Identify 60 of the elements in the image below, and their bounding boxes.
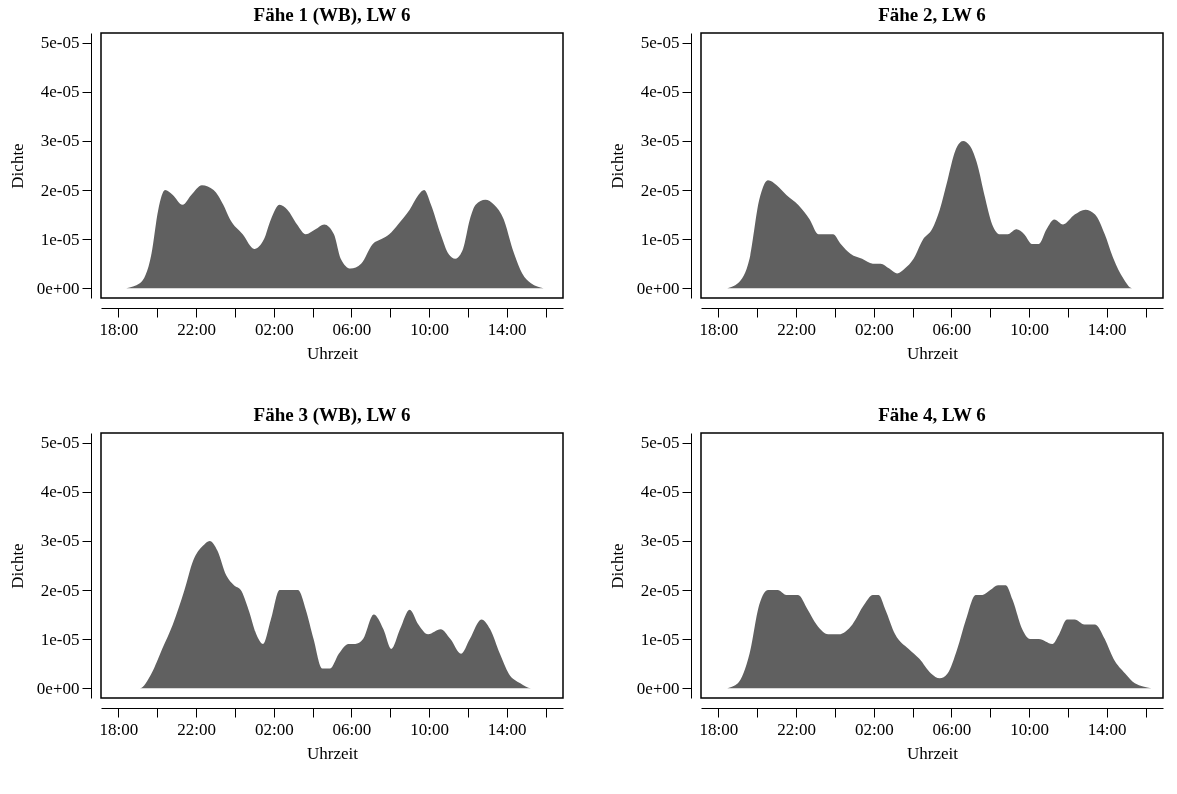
y-tick-label: 3e-05 bbox=[40, 531, 80, 551]
chart-title: Fähe 2, LW 6 bbox=[878, 4, 986, 25]
y-tick-label: 4e-05 bbox=[640, 482, 680, 502]
x-tick-label: 10:00 bbox=[410, 319, 449, 339]
y-tick-label: 1e-05 bbox=[640, 629, 680, 649]
y-tick-label: 3e-05 bbox=[640, 531, 680, 551]
x-tick-label: 06:00 bbox=[332, 719, 372, 739]
x-tick-label: 02:00 bbox=[254, 719, 294, 739]
y-tick-label: 0e+00 bbox=[36, 278, 80, 298]
x-tick-label: 14:00 bbox=[1087, 319, 1127, 339]
y-tick-label: 2e-05 bbox=[640, 180, 680, 200]
x-tick-label: 14:00 bbox=[487, 719, 527, 739]
y-tick-label: 0e+00 bbox=[636, 678, 680, 698]
x-axis-title: Uhrzeit bbox=[907, 743, 959, 763]
x-tick-label: 02:00 bbox=[854, 719, 894, 739]
y-tick-label: 1e-05 bbox=[40, 629, 80, 649]
y-tick-label: 0e+00 bbox=[636, 278, 680, 298]
x-tick-label: 10:00 bbox=[1010, 719, 1049, 739]
y-tick-label: 5e-05 bbox=[40, 433, 80, 453]
y-axis-title: Dichte bbox=[7, 143, 27, 189]
x-tick-label: 22:00 bbox=[177, 319, 216, 339]
y-axis-title: Dichte bbox=[7, 543, 27, 589]
x-axis-title: Uhrzeit bbox=[307, 343, 359, 363]
y-tick-label: 3e-05 bbox=[40, 131, 80, 151]
y-axis-title: Dichte bbox=[607, 143, 627, 189]
x-tick-label: 22:00 bbox=[777, 319, 816, 339]
x-tick-label: 14:00 bbox=[1087, 719, 1127, 739]
x-tick-label: 10:00 bbox=[1010, 319, 1049, 339]
x-tick-label: 14:00 bbox=[487, 319, 527, 339]
y-tick-label: 2e-05 bbox=[40, 180, 80, 200]
x-tick-label: 06:00 bbox=[332, 319, 372, 339]
x-axis-title: Uhrzeit bbox=[907, 343, 959, 363]
x-tick-label: 18:00 bbox=[99, 719, 139, 739]
y-tick-label: 2e-05 bbox=[640, 580, 680, 600]
y-tick-label: 4e-05 bbox=[40, 482, 80, 502]
y-tick-label: 1e-05 bbox=[640, 229, 680, 249]
x-tick-label: 18:00 bbox=[699, 719, 739, 739]
y-tick-label: 4e-05 bbox=[640, 82, 680, 102]
x-tick-label: 22:00 bbox=[777, 719, 816, 739]
chart-title: Fähe 3 (WB), LW 6 bbox=[253, 404, 411, 426]
x-tick-label: 02:00 bbox=[854, 319, 894, 339]
x-tick-label: 22:00 bbox=[177, 719, 216, 739]
x-tick-label: 10:00 bbox=[410, 719, 449, 739]
x-tick-label: 06:00 bbox=[932, 719, 972, 739]
x-tick-label: 06:00 bbox=[932, 319, 972, 339]
chart-title: Fähe 4, LW 6 bbox=[878, 404, 986, 425]
x-tick-label: 02:00 bbox=[254, 319, 294, 339]
y-tick-label: 2e-05 bbox=[40, 580, 80, 600]
y-tick-label: 3e-05 bbox=[640, 131, 680, 151]
x-tick-label: 18:00 bbox=[99, 319, 139, 339]
y-tick-label: 5e-05 bbox=[40, 33, 80, 53]
x-tick-label: 18:00 bbox=[699, 319, 739, 339]
y-tick-label: 5e-05 bbox=[640, 433, 680, 453]
y-tick-label: 1e-05 bbox=[40, 229, 80, 249]
y-tick-label: 4e-05 bbox=[40, 82, 80, 102]
y-axis-title: Dichte bbox=[607, 543, 627, 589]
chart-title: Fähe 1 (WB), LW 6 bbox=[253, 4, 411, 26]
x-axis-title: Uhrzeit bbox=[307, 743, 359, 763]
y-tick-label: 0e+00 bbox=[36, 678, 80, 698]
y-tick-label: 5e-05 bbox=[640, 33, 680, 53]
